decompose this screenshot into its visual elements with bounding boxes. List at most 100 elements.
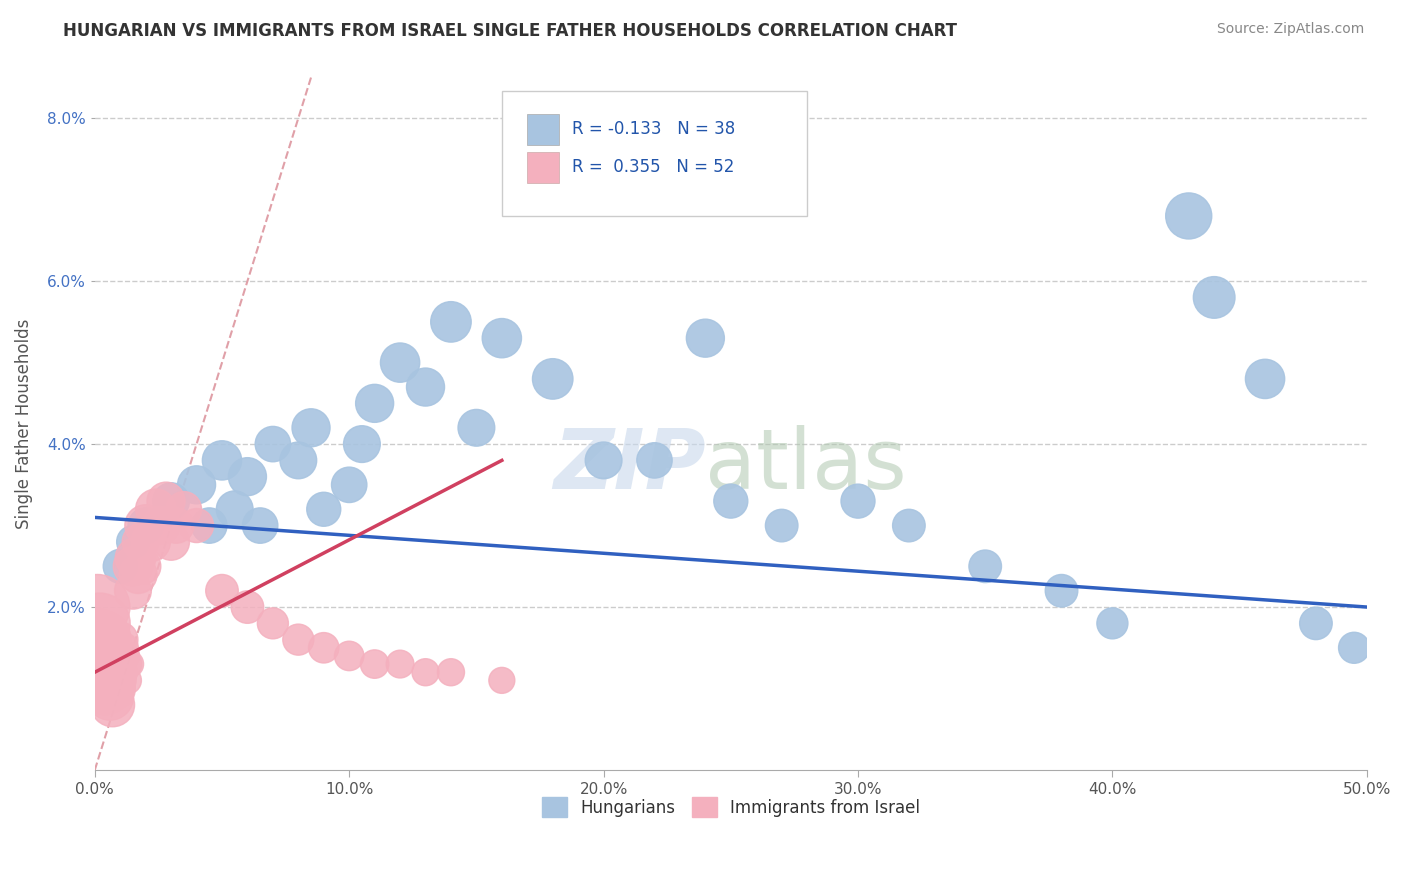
Point (415, 380, 437, 394)
Point (224, 502, 246, 516)
Point (236, 600, 259, 615)
Point (149, 518, 172, 533)
Point (897, 518, 920, 533)
Point (98, 690, 121, 704)
Text: atlas: atlas (706, 425, 907, 506)
Point (107, 648, 129, 663)
Point (720, 494, 742, 508)
Point (312, 640, 335, 655)
Point (135, 518, 157, 533)
Point (155, 494, 177, 508)
Point (114, 648, 136, 663)
Point (117, 657, 139, 671)
Point (160, 534, 183, 549)
Point (94, 648, 117, 663)
Point (111, 640, 134, 655)
Point (592, 453, 614, 467)
Point (287, 453, 309, 467)
Point (110, 559, 132, 574)
Point (491, 673, 513, 688)
Point (1177, 209, 1199, 223)
Point (98, 665, 121, 680)
Point (86, 632, 108, 647)
Point (389, 657, 412, 671)
Point (135, 518, 157, 533)
Point (249, 518, 271, 533)
Point (91, 665, 114, 680)
Point (165, 518, 187, 533)
Point (129, 534, 152, 549)
Point (1343, 640, 1365, 655)
Point (389, 356, 412, 370)
Point (1204, 290, 1226, 304)
Point (186, 518, 208, 533)
Point (110, 632, 132, 647)
Point (94, 681, 117, 696)
Point (262, 616, 284, 631)
Point (465, 421, 488, 435)
Point (86, 600, 108, 615)
Point (145, 502, 167, 516)
Text: R =  0.355   N = 52: R = 0.355 N = 52 (572, 159, 734, 177)
Legend: Hungarians, Immigrants from Israel: Hungarians, Immigrants from Israel (534, 790, 927, 824)
Text: Source: ZipAtlas.com: Source: ZipAtlas.com (1216, 22, 1364, 37)
Point (440, 665, 463, 680)
Point (363, 396, 385, 410)
Text: ZIP: ZIP (553, 425, 706, 506)
FancyBboxPatch shape (502, 91, 807, 216)
Point (695, 331, 717, 345)
Point (846, 494, 869, 508)
Point (186, 478, 208, 492)
Point (350, 437, 373, 451)
Point (974, 559, 997, 574)
Point (104, 681, 127, 696)
Point (89, 616, 111, 631)
Bar (527, 114, 560, 145)
Point (299, 421, 322, 435)
Point (287, 632, 309, 647)
Point (122, 583, 145, 598)
Point (122, 559, 145, 574)
Point (1305, 616, 1327, 631)
Point (1050, 583, 1073, 598)
Point (770, 518, 793, 533)
Point (110, 657, 132, 671)
Point (89, 648, 111, 663)
Point (1101, 616, 1123, 631)
Point (124, 551, 146, 566)
Point (337, 478, 360, 492)
Point (111, 665, 134, 680)
Point (415, 665, 437, 680)
Point (337, 648, 360, 663)
Point (491, 331, 513, 345)
Point (139, 534, 162, 549)
Point (101, 698, 124, 712)
Point (96, 681, 118, 696)
Point (132, 559, 155, 574)
Point (122, 534, 145, 549)
Point (173, 502, 195, 516)
Point (643, 453, 665, 467)
Text: R = -0.133   N = 38: R = -0.133 N = 38 (572, 120, 735, 138)
Point (211, 583, 233, 598)
Y-axis label: Single Father Households: Single Father Households (15, 318, 32, 529)
Point (211, 453, 233, 467)
Point (91, 632, 114, 647)
Point (312, 502, 335, 516)
Point (101, 673, 124, 688)
Point (262, 437, 284, 451)
Bar (527, 152, 560, 183)
Point (120, 657, 142, 671)
Point (117, 673, 139, 688)
Point (104, 665, 127, 680)
Point (96, 657, 118, 671)
Point (236, 469, 259, 483)
Point (160, 494, 183, 508)
Point (440, 315, 463, 329)
Point (541, 372, 564, 386)
Text: HUNGARIAN VS IMMIGRANTS FROM ISRAEL SINGLE FATHER HOUSEHOLDS CORRELATION CHART: HUNGARIAN VS IMMIGRANTS FROM ISRAEL SING… (63, 22, 957, 40)
Point (107, 673, 129, 688)
Point (363, 657, 385, 671)
Point (127, 567, 149, 582)
Point (198, 518, 221, 533)
